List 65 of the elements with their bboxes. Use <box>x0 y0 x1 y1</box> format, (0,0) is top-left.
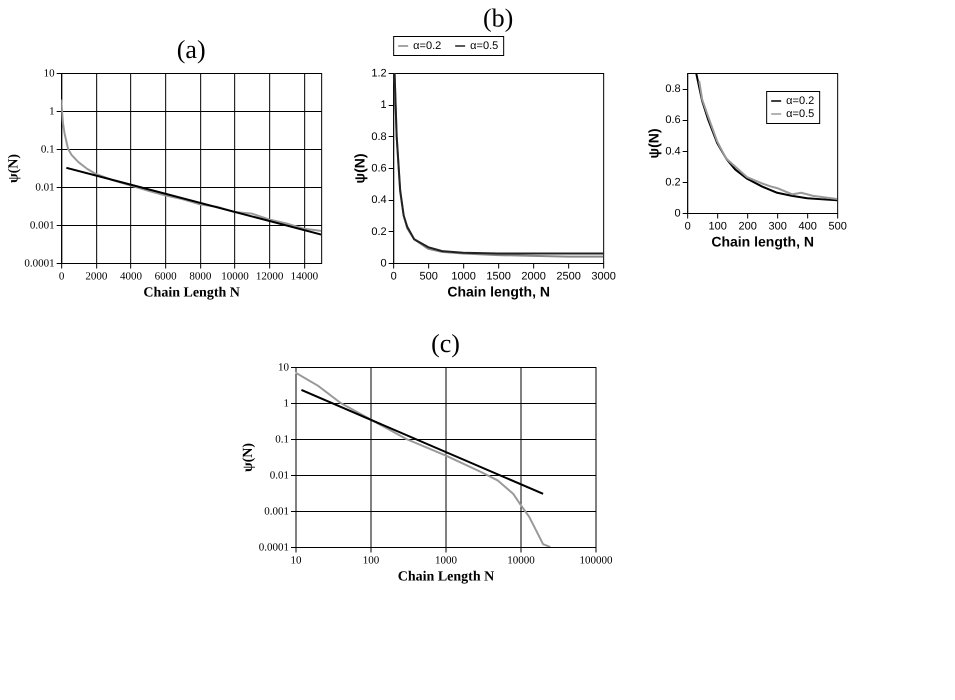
x-tick-label: 4000 <box>120 270 142 282</box>
y-axis-title: ψ(N) <box>645 128 662 158</box>
y-tick-label: 0.0001 <box>24 258 55 270</box>
x-tick-label: 100 <box>362 554 380 566</box>
y-tick-label: 0.2 <box>371 226 387 238</box>
x-axis-title: Chain Length N <box>143 286 240 300</box>
y-tick-label: 0.01 <box>270 470 289 482</box>
x-tick-label: 100 <box>708 220 727 232</box>
chart-title: (a) <box>176 35 206 64</box>
x-tick-label: 500 <box>419 270 438 282</box>
legend-label: α=0.5 <box>786 108 814 120</box>
x-tick-label: 2000 <box>85 270 108 282</box>
y-tick-label: 0 <box>674 208 681 220</box>
y-tick-label: 0.4 <box>665 145 681 158</box>
y-tick-label: 0.001 <box>264 506 289 518</box>
x-tick-label: 0 <box>684 220 691 232</box>
y-axis-title: ψ(N) <box>6 154 22 184</box>
chart-title: (b) <box>483 4 514 32</box>
x-tick-label: 400 <box>798 220 817 232</box>
x-tick-label: 10000 <box>221 270 250 282</box>
x-tick-label: 3000 <box>591 270 616 282</box>
y-tick-label: 1.2 <box>371 68 387 80</box>
x-tick-label: 10000 <box>507 554 536 566</box>
y-axis-title: ψ(N) <box>351 154 368 184</box>
y-tick-label: 0.8 <box>665 83 681 96</box>
x-tick-label: 500 <box>828 220 847 232</box>
y-tick-label: 0.001 <box>30 220 55 232</box>
x-tick-label: 0 <box>58 270 65 282</box>
chart-title: (c) <box>431 329 460 358</box>
x-tick-label: 1000 <box>451 270 476 282</box>
y-tick-label: 0.0001 <box>258 542 289 554</box>
y-tick-label: 0.8 <box>371 130 387 143</box>
y-tick-label: 0.6 <box>665 114 681 126</box>
y-tick-label: 0 <box>380 258 387 270</box>
y-tick-label: 0.2 <box>665 176 681 188</box>
y-axis-title: ψ(N) <box>240 442 256 472</box>
x-axis-title: Chain Length N <box>398 570 494 584</box>
y-tick-label: 10 <box>278 362 290 374</box>
y-tick-label: 1 <box>284 398 289 410</box>
x-axis-title: Chain length, N <box>447 284 550 300</box>
y-tick-label: 1 <box>49 106 55 118</box>
x-tick-label: 0 <box>390 270 397 282</box>
y-tick-label: 10 <box>44 68 56 80</box>
x-tick-label: 300 <box>768 220 787 232</box>
x-tick-label: 8000 <box>189 270 212 282</box>
x-tick-label: 200 <box>738 220 757 232</box>
x-axis-title: Chain length, N <box>711 234 814 250</box>
legend-label: α=0.2 <box>413 40 442 52</box>
x-tick-label: 14000 <box>290 270 319 282</box>
x-tick-label: 1500 <box>486 270 511 282</box>
x-tick-label: 6000 <box>154 270 178 282</box>
x-tick-label: 12000 <box>256 270 284 282</box>
legend-label: α=0.2 <box>786 95 814 107</box>
y-tick-label: 0.1 <box>275 434 289 446</box>
legend-label: α=0.5 <box>470 40 498 52</box>
x-tick-label: 1000 <box>435 554 458 566</box>
y-tick-label: 0.01 <box>35 182 55 194</box>
y-tick-label: 0.4 <box>371 194 387 206</box>
x-tick-label: 2500 <box>556 270 581 282</box>
y-tick-label: 0.6 <box>371 162 387 174</box>
x-tick-label: 10 <box>290 554 302 566</box>
y-tick-label: 0.1 <box>40 144 55 156</box>
x-tick-label: 100000 <box>580 554 613 566</box>
x-tick-label: 2000 <box>521 270 546 282</box>
y-tick-label: 1 <box>380 99 387 112</box>
